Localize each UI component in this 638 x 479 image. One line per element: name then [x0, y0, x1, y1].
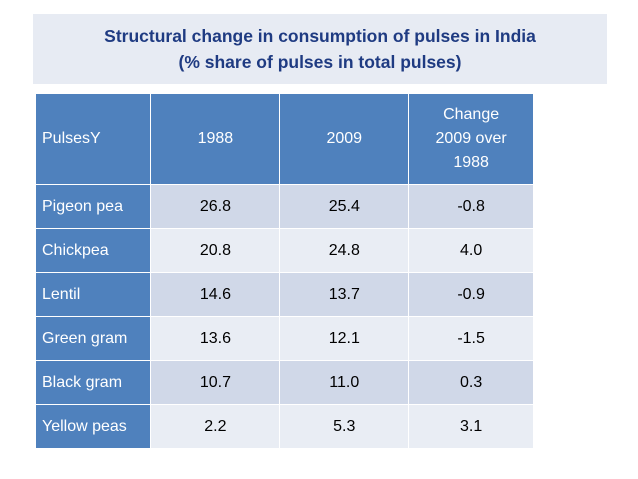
- title-line-1: Structural change in consumption of puls…: [104, 26, 536, 46]
- cell-1988: 14.6: [150, 272, 281, 317]
- cell-2009: 11.0: [279, 360, 410, 405]
- table-row: Pigeon pea 26.8 25.4 -0.8: [34, 184, 534, 229]
- table-row: Yellow peas 2.2 5.3 3.1: [34, 404, 534, 449]
- title-line-2: (% share of pulses in total pulses): [178, 52, 462, 72]
- row-label: Yellow peas: [34, 404, 152, 449]
- header-1988: 1988: [150, 93, 281, 185]
- cell-change: 4.0: [408, 228, 534, 273]
- header-2009: 2009: [279, 93, 410, 185]
- header-change-line-3: 1988: [453, 154, 489, 171]
- header-pulses: PulsesY: [34, 93, 152, 185]
- cell-2009: 5.3: [279, 404, 410, 449]
- chart-title: Structural change in consumption of puls…: [33, 14, 607, 84]
- cell-1988: 13.6: [150, 316, 281, 361]
- header-change-line-2: 2009 over: [435, 130, 507, 147]
- cell-change: -1.5: [408, 316, 534, 361]
- table-row: Lentil 14.6 13.7 -0.9: [34, 272, 534, 317]
- cell-change: 0.3: [408, 360, 534, 405]
- cell-1988: 26.8: [150, 184, 281, 229]
- row-label: Black gram: [34, 360, 152, 405]
- cell-1988: 20.8: [150, 228, 281, 273]
- cell-change: -0.9: [408, 272, 534, 317]
- table-row: Chickpea 20.8 24.8 4.0: [34, 228, 534, 273]
- header-change: Change 2009 over 1988: [408, 93, 534, 185]
- cell-1988: 10.7: [150, 360, 281, 405]
- header-change-line-1: Change: [443, 106, 500, 123]
- row-label: Green gram: [34, 316, 152, 361]
- pulses-table: PulsesY 1988 2009 Change 2009 over 1988 …: [34, 93, 534, 449]
- row-label: Pigeon pea: [34, 184, 152, 229]
- cell-2009: 25.4: [279, 184, 410, 229]
- table-row: Green gram 13.6 12.1 -1.5: [34, 316, 534, 361]
- row-label: Chickpea: [34, 228, 152, 273]
- row-label: Lentil: [34, 272, 152, 317]
- cell-change: -0.8: [408, 184, 534, 229]
- cell-change: 3.1: [408, 404, 534, 449]
- table-row: Black gram 10.7 11.0 0.3: [34, 360, 534, 405]
- cell-2009: 24.8: [279, 228, 410, 273]
- cell-2009: 13.7: [279, 272, 410, 317]
- table-header-row: PulsesY 1988 2009 Change 2009 over 1988: [34, 93, 534, 185]
- cell-1988: 2.2: [150, 404, 281, 449]
- cell-2009: 12.1: [279, 316, 410, 361]
